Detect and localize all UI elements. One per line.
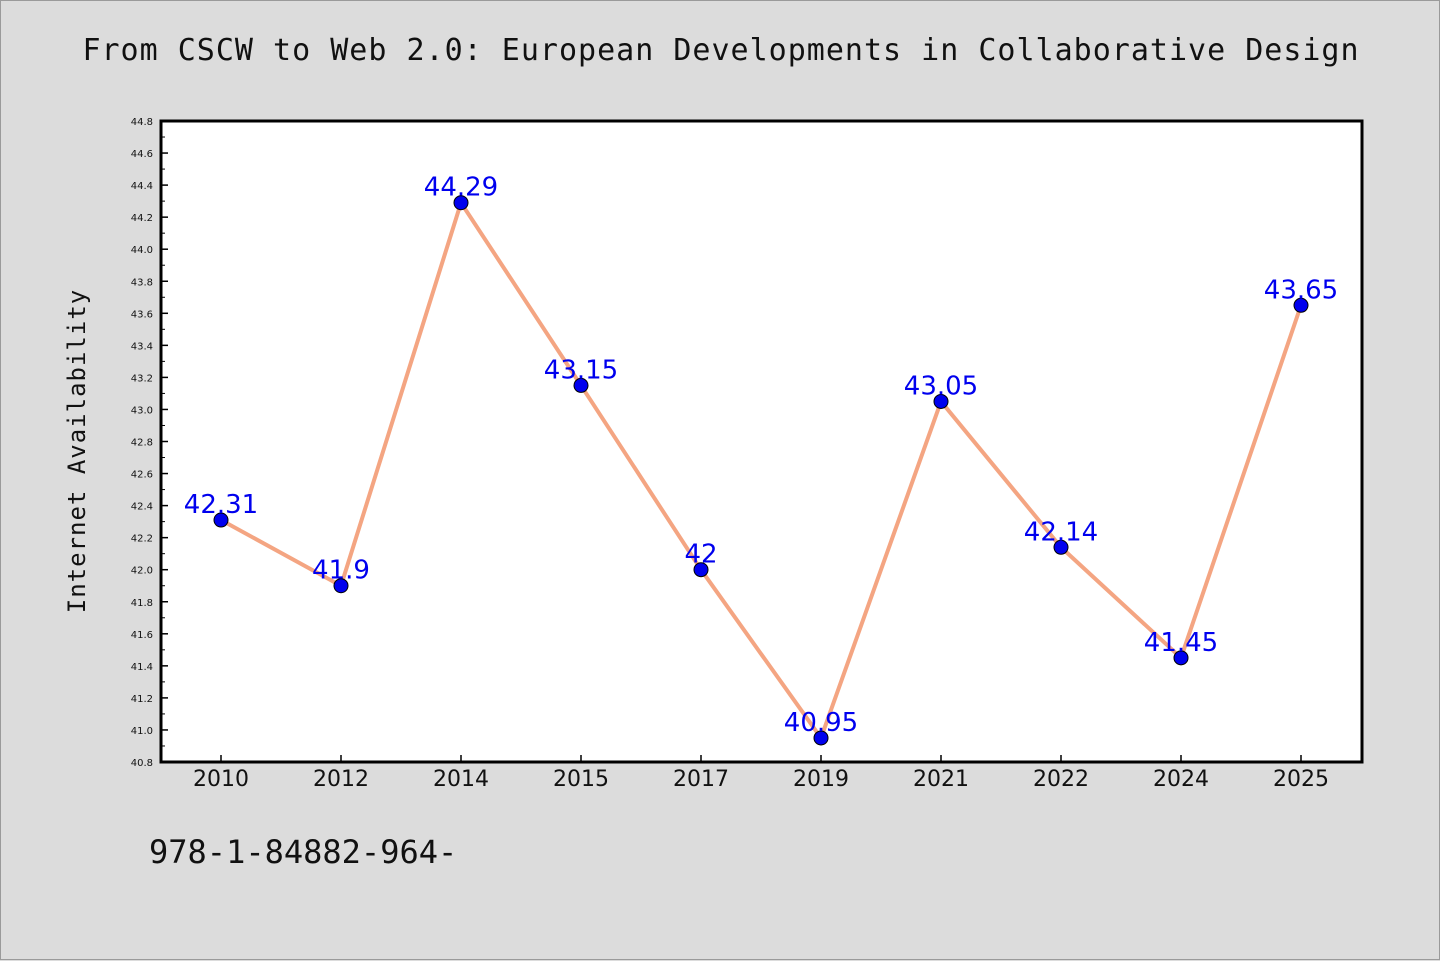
plot-area [159, 119, 1364, 764]
data-point [1173, 650, 1189, 666]
y-tick-label: 41.0 [131, 726, 153, 737]
data-label: 40.95 [784, 708, 858, 738]
y-tick-label: 41.8 [131, 598, 153, 609]
x-tick-label: 2025 [1273, 767, 1329, 792]
data-point [933, 393, 949, 409]
y-tick-label: 43.4 [131, 341, 153, 352]
x-tick-label: 2022 [1033, 767, 1089, 792]
data-label: 43.05 [904, 371, 978, 401]
y-tick-label: 41.6 [131, 630, 153, 641]
x-tick-label: 2010 [193, 767, 249, 792]
y-tick-label: 43.0 [131, 405, 153, 416]
y-tick-label: 41.2 [131, 694, 153, 705]
data-point [453, 195, 469, 211]
y-axis: 40.8 41.0 41.2 41.4 41.6 41.8 42.0 42.2 42.4 42.6… [131, 117, 168, 769]
data-point [1053, 539, 1069, 555]
x-tick-label: 2021 [913, 767, 969, 792]
y-tick-label: 44.4 [131, 181, 153, 192]
x-tick-label: 2015 [553, 767, 609, 792]
y-tick-label: 42.6 [131, 470, 153, 481]
y-tick-label: 43.2 [131, 373, 153, 384]
data-point [693, 562, 709, 578]
x-tick-label: 2024 [1153, 767, 1209, 792]
data-point [333, 578, 349, 594]
data-point [573, 377, 589, 393]
data-point [1293, 297, 1309, 313]
y-tick-label: 40.8 [131, 758, 153, 769]
y-tick-label: 43.6 [131, 309, 153, 320]
y-tick-label: 42.0 [131, 566, 153, 577]
y-tick-label: 43.8 [131, 277, 153, 288]
y-tick-label: 42.4 [131, 502, 153, 513]
data-point [213, 512, 229, 528]
y-tick-label: 41.4 [131, 662, 153, 673]
x-tick-label: 2014 [433, 767, 489, 792]
x-tick-label: 2017 [673, 767, 729, 792]
y-tick-label: 42.8 [131, 438, 153, 449]
data-point [813, 730, 829, 746]
y-tick-label: 44.8 [131, 117, 153, 128]
x-tick-label: 2019 [793, 767, 849, 792]
data-label: 42 [684, 540, 717, 570]
y-tick-label: 44.2 [131, 213, 153, 224]
footer-isbn-text: 978-1-84882-964- [149, 833, 458, 871]
data-label: 44.29 [424, 173, 498, 203]
y-tick-label: 42.2 [131, 534, 153, 545]
data-label: 43.15 [544, 355, 618, 385]
x-axis: 2010 2012 2014 2015 2017 2019 2021 2022 2024 2025 [193, 755, 1329, 792]
x-tick-label: 2012 [313, 767, 369, 792]
series-line [220, 200, 1303, 740]
data-label: 42.14 [1024, 517, 1098, 547]
chart-title: From CSCW to Web 2.0: European Developme… [82, 33, 1360, 68]
data-label: 41.9 [312, 556, 370, 586]
y-tick-label: 44.0 [131, 245, 153, 256]
series-layer: 42.31 41.9 44.29 43.15 42 40.95 43.05 42.14 41.4… [184, 173, 1338, 746]
y-tick-label: 44.6 [131, 149, 153, 160]
data-label: 41.45 [1144, 628, 1218, 658]
data-label: 42.31 [184, 490, 258, 520]
data-label: 43.65 [1264, 275, 1338, 305]
